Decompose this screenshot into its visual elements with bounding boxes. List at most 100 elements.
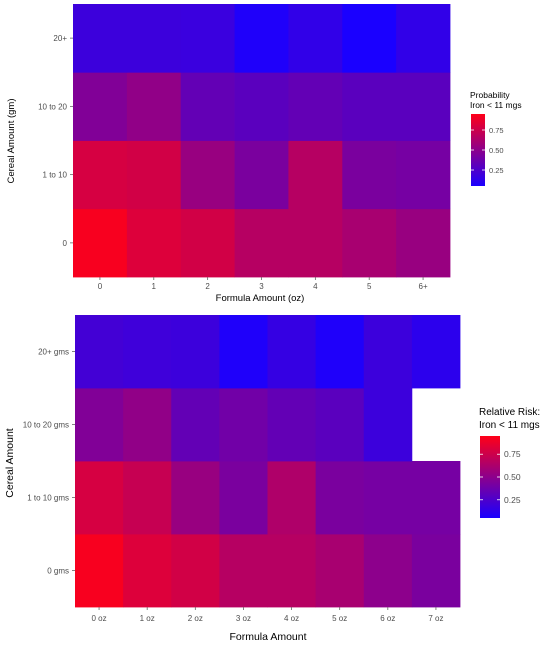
heatmap-cell (73, 4, 128, 73)
x-tick-label: 5 oz (332, 614, 347, 623)
heatmap-cell (288, 208, 343, 278)
x-tick-label: 6+ (419, 282, 428, 291)
y-tick-label: 1 to 10 gms (27, 494, 69, 503)
heatmap-cell (123, 388, 172, 462)
x-tick-label: 6 oz (380, 614, 395, 623)
x-tick-label: 4 oz (284, 614, 299, 623)
heatmap-cell (267, 534, 317, 608)
heatmap-cell (219, 315, 268, 389)
x-tick-label: 0 oz (92, 614, 107, 623)
legend-tick-label: 0.25 (504, 495, 521, 505)
heatmap-cell (342, 208, 397, 278)
heatmap-cell (73, 208, 128, 278)
legend-colorbar (480, 436, 500, 518)
heatmap-cell (171, 461, 220, 535)
heatmap-cell (123, 315, 172, 389)
x-tick-label: 3 oz (236, 614, 251, 623)
heatmap-cell (267, 461, 317, 535)
y-axis: 0 gms 1 to 10 gms 10 to 20 gms 20+ gms (23, 348, 75, 576)
legend-title-line2: Iron < 11 mgs (470, 100, 522, 110)
heatmap-cell (73, 140, 128, 210)
legend-title-line1: Relative Risk: (479, 407, 540, 418)
heatmap-cell (315, 315, 365, 389)
x-tick-label: 1 oz (140, 614, 155, 623)
heatmap-cell (219, 534, 268, 608)
heatmap-cell (126, 140, 182, 210)
y-axis-title: Cereal Amount (4, 428, 16, 498)
heatmap-cell (171, 388, 220, 462)
heatmap-cell (396, 208, 451, 278)
x-tick-label: 3 (259, 282, 264, 291)
legend-ticks: 0.75 0.50 0.25 (471, 126, 504, 175)
legend-tick-label: 0.50 (489, 146, 504, 155)
y-tick-label: 20+ (53, 34, 67, 43)
heatmap-cell (234, 4, 289, 73)
heatmap-cell (75, 534, 124, 608)
heatmap-cell (75, 315, 124, 389)
heatmap-cell (267, 388, 317, 462)
probability-heatmap: 0 1 2 3 4 5 6+ 0 1 to 10 10 to 20 20+ Formula Amo… (6, 4, 522, 304)
x-axis-title: Formula Amount (oz) (216, 293, 305, 304)
x-axis: 0 1 2 3 4 5 6+ (98, 277, 428, 291)
heatmap-cell (396, 72, 451, 141)
x-tick-label: 2 (205, 282, 210, 291)
relative-risk-heatmap: 0 oz 1 oz 2 oz 3 oz 4 oz 5 oz 6 oz 7 oz 0 gms 1 … (4, 315, 540, 643)
heatmap-cell (234, 208, 289, 278)
legend-title-line2: Iron < 11 mgs (479, 420, 540, 431)
x-tick-label: 1 (152, 282, 157, 291)
heatmap-cell (315, 461, 365, 535)
heatmap-cells (75, 315, 461, 608)
heatmap-cell (396, 140, 451, 210)
heatmap-cell (126, 4, 182, 73)
x-tick-label: 4 (313, 282, 318, 291)
x-tick-label: 7 oz (428, 614, 443, 623)
heatmap-cell (411, 534, 461, 608)
heatmap-cells (73, 4, 451, 278)
heatmap-cell (73, 72, 128, 141)
heatmap-cell (234, 72, 289, 141)
heatmap-cell (396, 4, 451, 73)
heatmap-cell (75, 388, 124, 462)
heatmap-cell (171, 534, 220, 608)
heatmap-cell (315, 388, 365, 462)
heatmap-cell (123, 534, 172, 608)
heatmap-cell (180, 140, 235, 210)
y-axis-title: Cereal Amount (gm) (6, 98, 17, 183)
heatmap-cell (267, 315, 317, 389)
heatmap-cell (315, 534, 365, 608)
heatmap-cell (363, 461, 413, 535)
heatmap-cell (75, 461, 124, 535)
x-axis: 0 oz 1 oz 2 oz 3 oz 4 oz 5 oz 6 oz 7 oz (92, 607, 444, 623)
heatmap-cell (363, 388, 413, 462)
y-tick-label: 20+ gms (38, 348, 69, 357)
legend-tick-label: 0.75 (504, 449, 521, 459)
heatmap-cell (126, 72, 182, 141)
heatmap-cell (288, 140, 343, 210)
x-tick-label: 5 (367, 282, 372, 291)
legend: Probability Iron < 11 mgs 0.75 0.50 0.25 (470, 90, 522, 186)
heatmap-cell (180, 72, 235, 141)
heatmap-cell (342, 72, 397, 141)
heatmap-cell (126, 208, 182, 278)
heatmap-cell (234, 140, 289, 210)
heatmap-cell (288, 72, 343, 141)
y-tick-label: 0 gms (47, 567, 69, 576)
heatmap-cell (219, 388, 268, 462)
y-axis: 0 1 to 10 10 to 20 20+ (38, 34, 73, 248)
heatmap-cell (180, 4, 235, 73)
legend-ticks: 0.75 0.50 0.25 (480, 449, 521, 505)
x-tick-label: 0 (98, 282, 103, 291)
legend-tick-label: 0.75 (489, 126, 504, 135)
heatmap-cell (342, 140, 397, 210)
y-tick-label: 1 to 10 (43, 171, 68, 180)
heatmap-cell (411, 315, 461, 389)
legend: Relative Risk: Iron < 11 mgs 0.75 0.50 0.2… (479, 407, 540, 518)
legend-tick-label: 0.25 (489, 166, 504, 175)
heatmap-cell (171, 315, 220, 389)
x-axis-title: Formula Amount (229, 631, 306, 643)
heatmap-cell (288, 4, 343, 73)
y-tick-label: 10 to 20 (38, 102, 67, 111)
y-tick-label: 10 to 20 gms (23, 421, 69, 430)
heatmap-cell (342, 4, 397, 73)
